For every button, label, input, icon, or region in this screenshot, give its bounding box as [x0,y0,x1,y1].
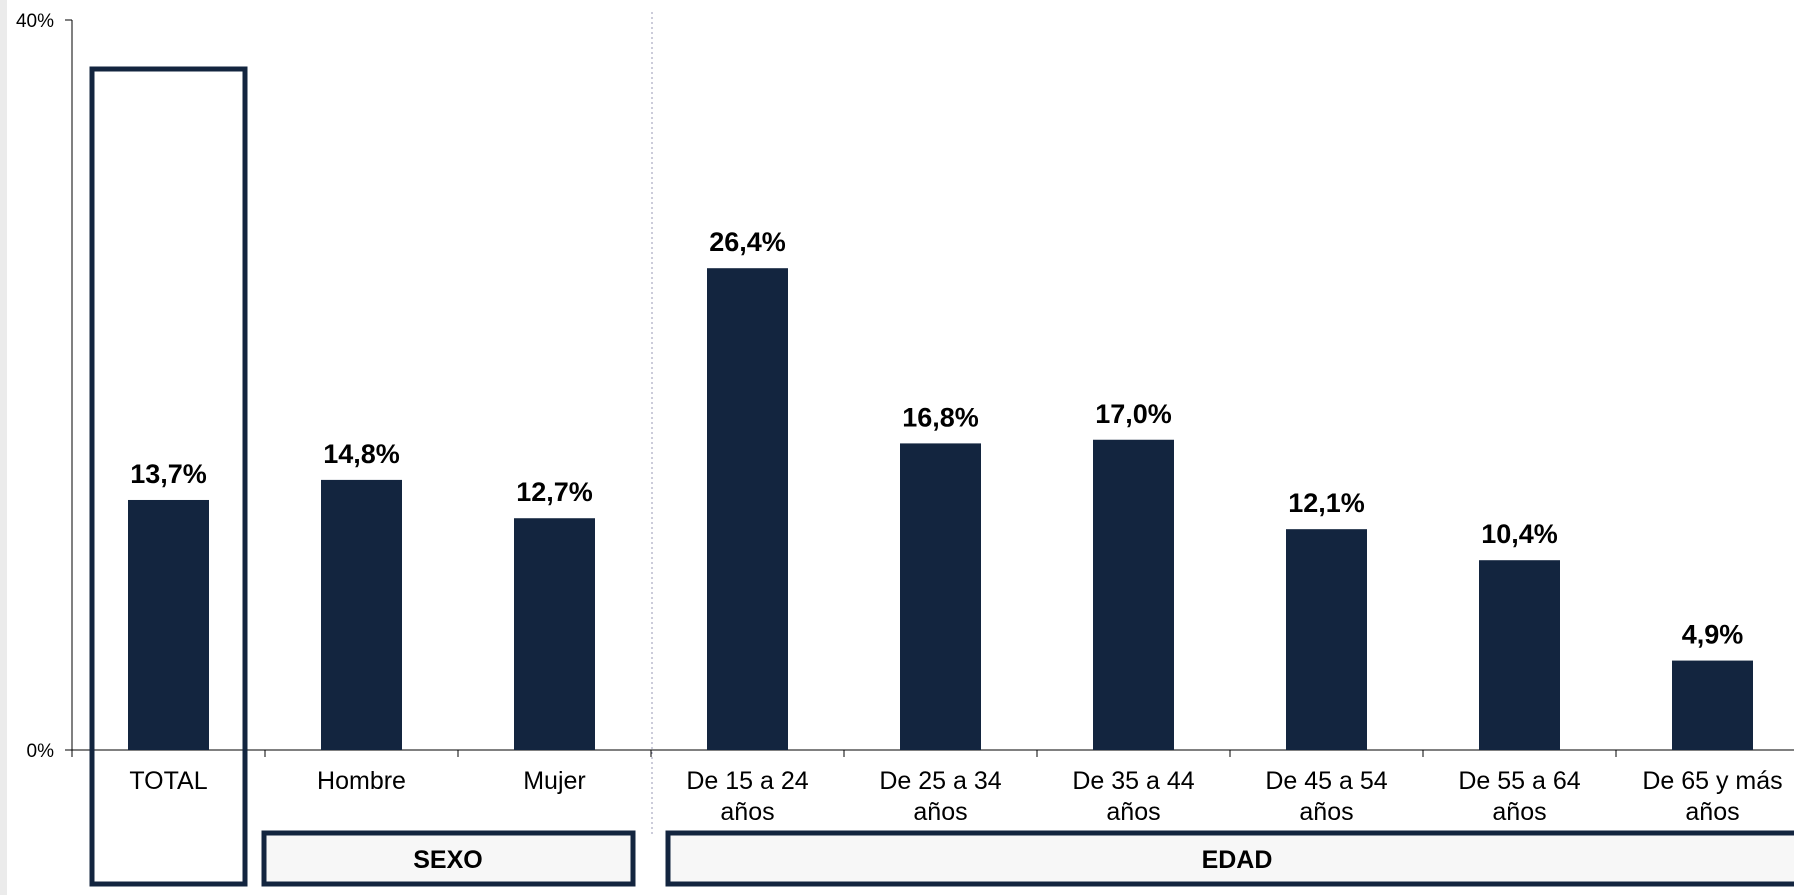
x-tick-label: Mujer [523,767,586,795]
x-tick-label: Hombre [317,767,406,795]
y-tick-label-bottom: 0% [27,741,55,762]
x-tick-label: De 15 a 24 [686,767,808,795]
bar [514,518,595,750]
x-tick-label: años [913,798,967,826]
data-label: 4,9% [1682,620,1744,650]
group-box-sexo [261,830,636,887]
data-label: 26,4% [709,227,786,257]
x-tick-label: años [1106,798,1160,826]
bar [321,479,402,750]
x-tick-label: De 65 y más [1642,767,1782,795]
total-highlight-box [89,66,248,887]
group-label-edad: EDAD [1202,846,1273,874]
x-tick-label: años [1492,798,1546,826]
data-label: 10,4% [1481,519,1558,549]
bar [1672,660,1753,750]
group-box-edad [665,830,1794,887]
data-label: 12,7% [516,477,593,507]
left-edge-strip [0,0,7,895]
x-tick-label: años [1685,798,1739,826]
x-tick-label: De 25 a 34 [879,767,1001,795]
x-tick-label: años [720,798,774,826]
x-tick-label: De 45 a 54 [1265,767,1387,795]
bar [707,268,788,750]
bar [1286,529,1367,750]
y-tick-label-top: 40% [16,11,54,32]
x-tick-label: De 35 a 44 [1072,767,1194,795]
bar [1093,439,1174,750]
data-label: 17,0% [1095,399,1172,429]
data-label: 12,1% [1288,488,1365,518]
bar [1479,560,1560,750]
data-label: 14,8% [323,439,400,469]
x-tick-label: De 55 a 64 [1458,767,1580,795]
group-label-sexo: SEXO [413,846,482,874]
bar [128,499,209,750]
x-tick-label: años [1299,798,1353,826]
data-label: 13,7% [130,459,207,489]
bar [900,443,981,750]
bar-marks: 13,7% TOTAL 14,8% Hombre 12,7% Mujer 26,4% De 1… [71,227,1783,826]
x-tick-label: TOTAL [129,767,207,795]
data-label: 16,8% [902,402,979,432]
